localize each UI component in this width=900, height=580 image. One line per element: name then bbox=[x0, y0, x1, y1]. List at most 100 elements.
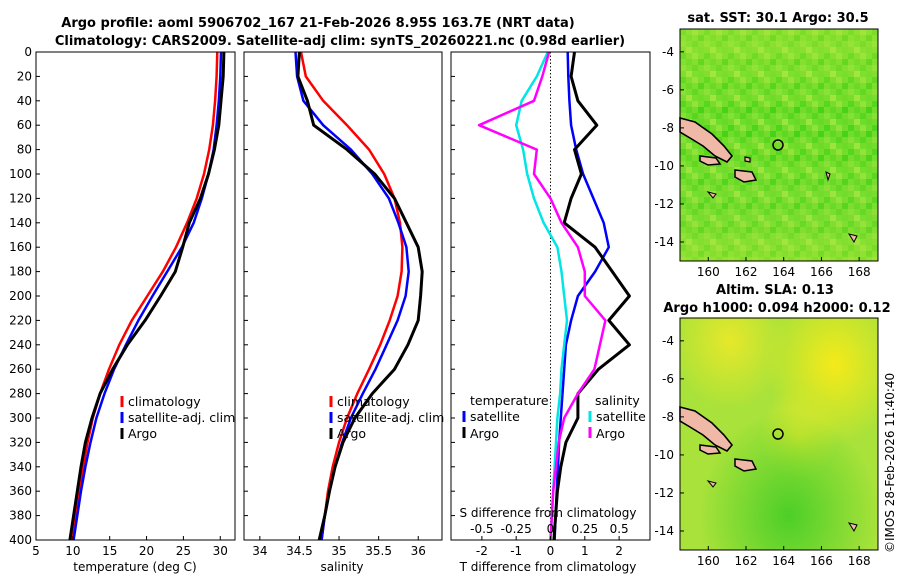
main-title-line2: Climatology: CARS2009. Satellite-adj cli… bbox=[55, 34, 625, 49]
sla-lat-tick-3: -10 bbox=[654, 448, 674, 462]
temperature-legend-argo: Argo bbox=[128, 426, 157, 441]
sst-map-panel: sat. SST: 30.1 Argo: 30.5 bbox=[654, 11, 879, 279]
depth-tick-40: 40 bbox=[17, 94, 32, 108]
temperature-tick-15: 15 bbox=[102, 544, 117, 558]
sla-map-panel: Altim. SLA: 0.13 Argo h1000: 0.094 h2000… bbox=[654, 283, 890, 568]
salinity-tick-36: 36 bbox=[411, 544, 426, 558]
salinity-panel: 34 34.5 35 35.5 36 salinity climatology sate… bbox=[243, 51, 444, 574]
sst-lon-tick-3: 166 bbox=[810, 265, 833, 279]
s-diff-tick-3: 0.25 bbox=[571, 522, 598, 536]
depth-tick-160: 160 bbox=[9, 240, 32, 254]
salinity-series-climatology bbox=[299, 51, 404, 541]
temperature-xlabel: temperature (deg C) bbox=[73, 560, 196, 574]
temperature-tick-5: 5 bbox=[32, 544, 40, 558]
t-diff-tick-3: 1 bbox=[581, 544, 589, 558]
sst-lon-tick-4: 168 bbox=[848, 265, 871, 279]
sla-lat-tick-4: -12 bbox=[654, 486, 674, 500]
depth-tick-300: 300 bbox=[9, 411, 32, 425]
sla-map-title-1: Altim. SLA: 0.13 bbox=[716, 283, 834, 298]
salinity-series-argo bbox=[296, 51, 424, 541]
sst-map-title: sat. SST: 30.1 Argo: 30.5 bbox=[687, 11, 868, 26]
temperature-tick-25: 25 bbox=[176, 544, 191, 558]
depth-tick-220: 220 bbox=[9, 313, 32, 327]
salinity-legend: climatology satellite-adj. clim Argo bbox=[329, 394, 444, 441]
depth-tick-400: 400 bbox=[9, 533, 32, 547]
sst-lon-tick-0: 160 bbox=[697, 265, 720, 279]
depth-tick-0: 0 bbox=[24, 45, 32, 59]
temperature-axes-box bbox=[35, 51, 236, 541]
diff-series-temperature-satellite bbox=[553, 51, 611, 541]
sla-lon-tick-4: 168 bbox=[848, 554, 871, 568]
sla-coastline bbox=[679, 405, 858, 533]
s-diff-tick-2: 0 bbox=[547, 522, 555, 536]
depth-tick-240: 240 bbox=[9, 338, 32, 352]
salinity-tick-34.5: 34.5 bbox=[286, 544, 313, 558]
depth-tick-380: 380 bbox=[9, 509, 32, 523]
sst-lat-tick-1: -6 bbox=[662, 83, 674, 97]
salinity-legend-satellite: satellite-adj. clim bbox=[337, 410, 444, 425]
sla-argo-marker bbox=[772, 428, 784, 440]
sst-lat-tick-5: -14 bbox=[654, 235, 674, 249]
temperature-legend-satellite: satellite-adj. clim bbox=[128, 410, 235, 425]
temperature-tick-30: 30 bbox=[213, 544, 228, 558]
t-diff-tick-1: -1 bbox=[510, 544, 522, 558]
diff-legend-salinity: salinity bbox=[595, 393, 640, 408]
sst-lon-tick-2: 164 bbox=[772, 265, 795, 279]
diff-legend-t-argo: Argo bbox=[470, 426, 499, 441]
sla-lon-tick-1: 162 bbox=[735, 554, 758, 568]
diff-series-temperature-argo bbox=[552, 51, 631, 541]
salinity-tick-35.5: 35.5 bbox=[365, 544, 392, 558]
diff-series-salinity-argo bbox=[477, 51, 607, 541]
sla-lat-tick-0: -4 bbox=[662, 334, 674, 348]
sla-lon-tick-0: 160 bbox=[697, 554, 720, 568]
s-diff-tick-4: 0.5 bbox=[610, 522, 629, 536]
depth-tick-260: 260 bbox=[9, 362, 32, 376]
temperature-tick-10: 10 bbox=[65, 544, 80, 558]
depth-tick-100: 100 bbox=[9, 167, 32, 181]
depth-tick-120: 120 bbox=[9, 191, 32, 205]
temperature-series-climatology bbox=[70, 51, 219, 541]
s-diff-tick-1: -0.25 bbox=[501, 522, 532, 536]
depth-tick-360: 360 bbox=[9, 484, 32, 498]
depth-tick-280: 280 bbox=[9, 387, 32, 401]
temperature-legend: climatology satellite-adj. clim Argo bbox=[120, 394, 235, 441]
sla-lon-tick-2: 164 bbox=[772, 554, 795, 568]
sla-lat-tick-1: -6 bbox=[662, 372, 674, 386]
credit-text: ©IMOS 28-Feb-2026 11:40:40 bbox=[883, 373, 897, 553]
t-diff-tick-0: -2 bbox=[476, 544, 488, 558]
temperature-tick-20: 20 bbox=[139, 544, 154, 558]
depth-tick-20: 20 bbox=[17, 69, 32, 83]
depth-tick-140: 140 bbox=[9, 216, 32, 230]
sst-lon-tick-1: 162 bbox=[735, 265, 758, 279]
salinity-legend-argo: Argo bbox=[337, 426, 366, 441]
temperature-series-satellite-adj-clim bbox=[72, 51, 223, 541]
salinity-axes-box bbox=[243, 51, 443, 541]
diff-legend-t-satellite: satellite bbox=[470, 409, 520, 424]
sst-lat-tick-0: -4 bbox=[662, 45, 674, 59]
temperature-series-argo bbox=[68, 51, 226, 541]
sla-map-title-2: Argo h1000: 0.094 h2000: 0.12 bbox=[663, 301, 890, 316]
diff-legend-s-satellite: satellite bbox=[596, 409, 646, 424]
t-difference-xlabel: T difference from climatology bbox=[459, 560, 637, 574]
depth-tick-200: 200 bbox=[9, 289, 32, 303]
t-diff-tick-4: 2 bbox=[615, 544, 623, 558]
depth-tick-320: 320 bbox=[9, 435, 32, 449]
s-difference-xlabel: S difference from climatology bbox=[460, 506, 637, 520]
temperature-diff-legend: temperature satellite Argo bbox=[462, 393, 549, 441]
depth-tick-340: 340 bbox=[9, 460, 32, 474]
salinity-diff-legend: salinity satellite Argo bbox=[588, 393, 646, 441]
salinity-tick-34: 34 bbox=[252, 544, 267, 558]
sst-lat-tick-3: -10 bbox=[654, 159, 674, 173]
depth-tick-60: 60 bbox=[17, 118, 32, 132]
diff-legend-s-argo: Argo bbox=[596, 426, 625, 441]
temperature-panel: 0 20 40 60 80 100 120 140 160 180 200 220 240 260 280 3… bbox=[9, 45, 236, 574]
sst-coastline bbox=[679, 116, 858, 244]
salinity-legend-climatology: climatology bbox=[337, 394, 410, 409]
sst-lat-tick-4: -12 bbox=[654, 197, 674, 211]
sst-argo-marker bbox=[772, 139, 784, 151]
t-diff-tick-2: 0 bbox=[547, 544, 555, 558]
diff-series-salinity-satellite bbox=[514, 51, 569, 541]
sst-map-frame bbox=[679, 28, 879, 262]
s-diff-tick-0: -0.5 bbox=[470, 522, 493, 536]
